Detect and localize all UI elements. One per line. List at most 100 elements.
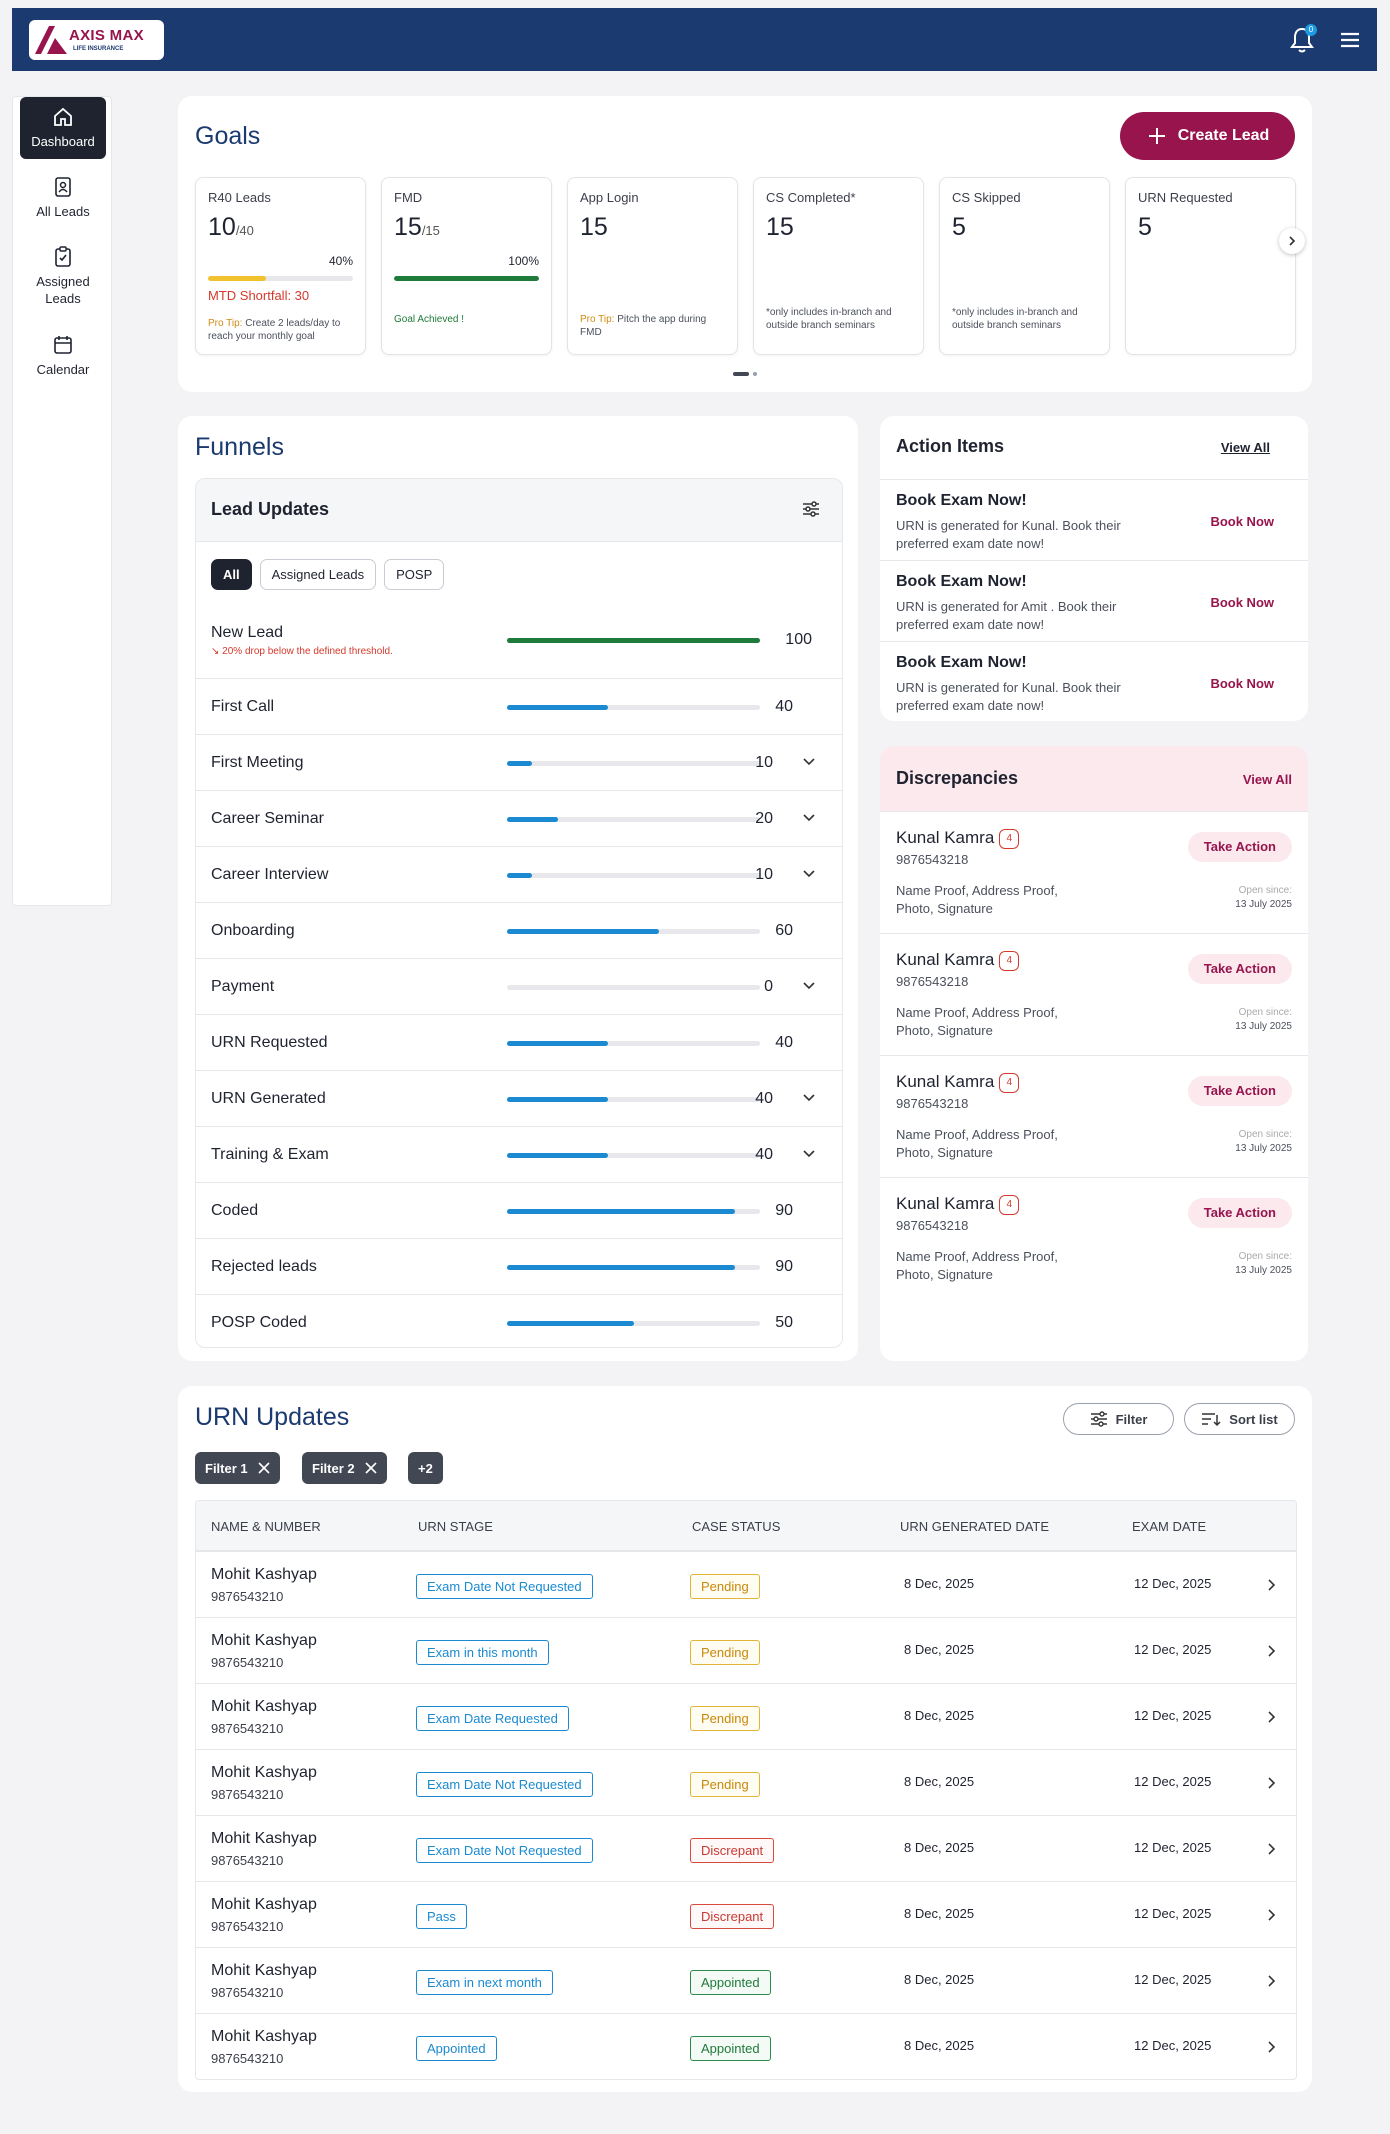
- funnel-row[interactable]: First Call 40: [196, 678, 842, 734]
- chevron-right-icon[interactable]: [1266, 1974, 1276, 1988]
- col-header-case-status[interactable]: CASE STATUS: [692, 1519, 781, 1534]
- chip-assigned-leads[interactable]: Assigned Leads: [259, 559, 377, 590]
- chevron-right-icon[interactable]: [1266, 1842, 1276, 1856]
- goal-card-r40-leads[interactable]: R40 Leads 10/40 40% MTD Shortfall: 30 Pr…: [195, 177, 366, 355]
- funnel-row[interactable]: Coded 90: [196, 1182, 842, 1238]
- row-phone: 9876543210: [211, 1787, 284, 1802]
- table-row[interactable]: Mohit Kashyap 9876543210 Appointed Appoi…: [196, 2013, 1296, 2079]
- funnel-progress-bar: [507, 638, 760, 643]
- funnel-row-label: Onboarding: [211, 922, 295, 939]
- urn-stage-tag: Pass: [416, 1904, 467, 1929]
- chip-all[interactable]: All: [211, 559, 252, 590]
- book-now-button[interactable]: Book Now: [1210, 676, 1274, 691]
- exam-date: 12 Dec, 2025: [1134, 1840, 1212, 1855]
- chevron-right-icon[interactable]: [1266, 1578, 1276, 1592]
- create-lead-button[interactable]: Create Lead: [1120, 112, 1295, 160]
- funnel-row[interactable]: Payment 0: [196, 958, 842, 1014]
- discrepancies-header: [880, 746, 1308, 811]
- chevron-right-icon[interactable]: [1266, 1710, 1276, 1724]
- funnel-row[interactable]: Training & Exam 40: [196, 1126, 842, 1182]
- funnel-row[interactable]: Rejected leads 90: [196, 1238, 842, 1294]
- open-since: Open since: 13 July 2025: [1235, 1251, 1292, 1276]
- filter-chip[interactable]: Filter 1: [195, 1452, 280, 1484]
- hamburger-menu-icon[interactable]: [1338, 28, 1362, 52]
- lead-updates-panel: Lead Updates All Assigned Leads POSP New…: [195, 478, 843, 1348]
- take-action-button[interactable]: Take Action: [1187, 1198, 1292, 1228]
- col-header-name[interactable]: NAME & NUMBER: [211, 1519, 321, 1534]
- col-header-urn-generated-date[interactable]: URN GENERATED DATE: [900, 1519, 1050, 1534]
- table-row[interactable]: Mohit Kashyap 9876543210 Exam Date Reque…: [196, 1683, 1296, 1749]
- filter-chip[interactable]: Filter 2: [302, 1452, 387, 1484]
- chevron-down-icon[interactable]: [801, 866, 817, 882]
- sort-list-button[interactable]: Sort list: [1184, 1403, 1295, 1435]
- take-action-button[interactable]: Take Action: [1187, 1076, 1292, 1106]
- notification-bell-icon[interactable]: 0: [1289, 24, 1317, 54]
- goal-label: CS Completed*: [766, 190, 856, 205]
- close-icon[interactable]: [365, 1462, 377, 1474]
- goal-value: 5: [952, 213, 966, 241]
- discrepancy-name: Kunal Kamra 4: [896, 1194, 1020, 1215]
- sidebar-item-all-leads[interactable]: All Leads: [20, 167, 106, 229]
- table-row[interactable]: Mohit Kashyap 9876543210 Exam in this mo…: [196, 1617, 1296, 1683]
- close-icon[interactable]: [258, 1462, 270, 1474]
- filter-button[interactable]: Filter: [1063, 1403, 1174, 1435]
- table-row[interactable]: Mohit Kashyap 9876543210 Exam Date Not R…: [196, 1551, 1296, 1617]
- col-header-urn-stage[interactable]: URN STAGE: [418, 1519, 493, 1534]
- table-row[interactable]: Mohit Kashyap 9876543210 Exam Date Not R…: [196, 1749, 1296, 1815]
- filter-sliders-icon[interactable]: [801, 499, 821, 519]
- urn-generated-date: 8 Dec, 2025: [904, 1708, 975, 1723]
- sidebar-item-dashboard[interactable]: Dashboard: [20, 97, 106, 159]
- discrepancy-count-badge: 4: [999, 1073, 1020, 1093]
- carousel-next-icon[interactable]: [1279, 228, 1305, 254]
- goal-card-fmd[interactable]: FMD 15/15 100% Goal Achieved !: [381, 177, 552, 355]
- chip-posp[interactable]: POSP: [384, 559, 445, 590]
- urn-stage-tag: Exam in next month: [416, 1970, 553, 1995]
- sidebar-item-calendar[interactable]: Calendar: [20, 325, 106, 387]
- funnel-row[interactable]: URN Requested 40: [196, 1014, 842, 1070]
- goal-card-cs-completed[interactable]: CS Completed* 15 *only includes in-branc…: [753, 177, 924, 355]
- urn-generated-date: 8 Dec, 2025: [904, 2038, 975, 2053]
- funnel-row-new-lead[interactable]: New Lead ↘ 20% drop below the defined th…: [196, 614, 842, 678]
- filter-chip-label: Filter 1: [205, 1460, 248, 1476]
- row-name: Mohit Kashyap: [211, 1698, 317, 1715]
- funnel-progress-bar: [507, 1265, 760, 1270]
- take-action-button[interactable]: Take Action: [1187, 832, 1292, 862]
- book-now-button[interactable]: Book Now: [1210, 595, 1274, 610]
- goal-card-app-login[interactable]: App Login 15 Pro Tip: Pitch the app duri…: [567, 177, 738, 355]
- take-action-button[interactable]: Take Action: [1187, 954, 1292, 984]
- chevron-down-icon[interactable]: [801, 978, 817, 994]
- chevron-right-icon[interactable]: [1266, 1776, 1276, 1790]
- chevron-right-icon[interactable]: [1266, 1644, 1276, 1658]
- chevron-right-icon[interactable]: [1266, 2040, 1276, 2054]
- funnel-row[interactable]: First Meeting 10: [196, 734, 842, 790]
- table-row[interactable]: Mohit Kashyap 9876543210 Exam in next mo…: [196, 1947, 1296, 2013]
- book-now-button[interactable]: Book Now: [1210, 514, 1274, 529]
- sidebar-item-assigned-leads[interactable]: Assigned Leads: [20, 237, 106, 317]
- col-header-exam-date[interactable]: EXAM DATE: [1132, 1519, 1207, 1534]
- notification-count: 0: [1305, 24, 1317, 36]
- goal-value: 15: [580, 213, 608, 241]
- chevron-down-icon[interactable]: [801, 1146, 817, 1162]
- funnel-row[interactable]: Onboarding 60: [196, 902, 842, 958]
- action-item-title: Book Exam Now!: [896, 654, 1027, 671]
- action-item-desc: URN is generated for Kunal. Book their p…: [896, 518, 1121, 551]
- discrepancies-view-all-link[interactable]: View All: [1242, 772, 1292, 787]
- brand-logo[interactable]: AXIS MAX LIFE INSURANCE: [29, 20, 164, 60]
- funnel-row[interactable]: Career Seminar 20: [196, 790, 842, 846]
- goal-card-urn-requested[interactable]: URN Requested 5: [1125, 177, 1296, 355]
- chevron-down-icon[interactable]: [801, 1090, 817, 1106]
- funnel-row[interactable]: Career Interview 10: [196, 846, 842, 902]
- funnel-drop-alert: ↘ 20% drop below the defined threshold.: [211, 646, 393, 657]
- carousel-pagination[interactable]: [733, 371, 759, 377]
- table-row[interactable]: Mohit Kashyap 9876543210 Pass Discrepant…: [196, 1881, 1296, 1947]
- goal-card-cs-skipped[interactable]: CS Skipped 5 *only includes in-branch an…: [939, 177, 1110, 355]
- chevron-right-icon[interactable]: [1266, 1908, 1276, 1922]
- funnel-row[interactable]: URN Generated 40: [196, 1070, 842, 1126]
- chevron-down-icon[interactable]: [801, 754, 817, 770]
- chevron-down-icon[interactable]: [801, 810, 817, 826]
- table-row[interactable]: Mohit Kashyap 9876543210 Exam Date Not R…: [196, 1815, 1296, 1881]
- funnel-row[interactable]: POSP Coded 50: [196, 1294, 842, 1347]
- more-filters-chip[interactable]: +2: [408, 1452, 443, 1484]
- action-items-view-all-link[interactable]: View All: [1220, 440, 1270, 455]
- goal-tip: Pro Tip: Create 2 leads/day to reach you…: [208, 318, 341, 342]
